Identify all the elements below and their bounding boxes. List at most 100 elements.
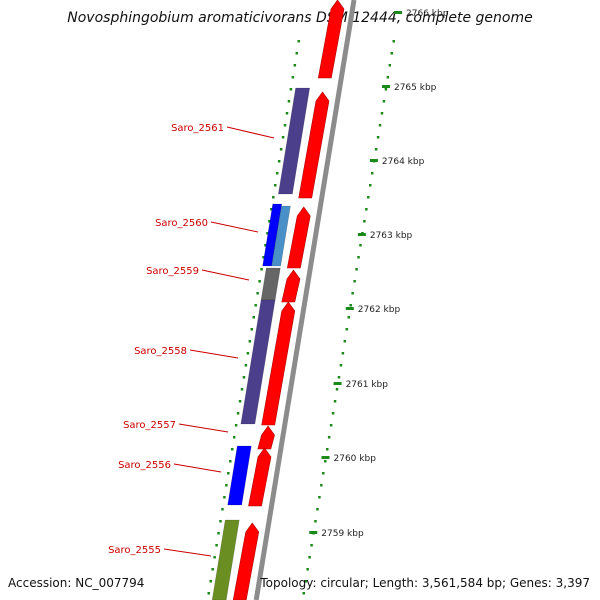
gc-dot-inner [207,592,211,595]
gc-dot-outer [367,196,370,199]
forward-gene-arrow [261,301,296,426]
gc-dot-outer [316,508,319,511]
gc-dot-outer [343,340,347,343]
gc-dot-inner [254,304,257,307]
gc-dot-inner [232,436,236,439]
gene-label: Saro_2557 [123,420,176,431]
gc-dot-outer [355,268,358,271]
gc-dot-inner [295,52,299,55]
gc-dot-outer [322,472,325,475]
scale-label: 2766 kbp [406,9,449,19]
gc-dot-outer [392,40,395,43]
gene-leader-line [163,548,212,557]
gene-leader-line [210,221,259,233]
gc-dot-inner [209,580,212,583]
gc-dot-outer [335,388,339,391]
gc-dot-outer [382,100,386,103]
reverse-gene-block [211,519,240,600]
gc-dot-outer [378,124,382,127]
gc-dot-outer [329,424,333,427]
gc-dot-inner [221,508,224,511]
gc-dot-outer [337,376,341,379]
gc-dot-outer [380,112,384,115]
gc-dot-inner [240,388,244,391]
scale-label: 2760 kbp [334,454,377,464]
scale-tick [333,382,342,385]
gc-dot-inner [262,256,265,259]
gc-dot-outer [325,448,329,451]
scale-label: 2763 kbp [370,231,413,241]
gc-dot-outer [345,328,349,331]
gc-dot-inner [244,364,248,367]
reverse-gene-block [260,267,281,301]
gc-dot-outer [351,292,354,295]
gc-dot-outer [331,412,335,415]
gc-dot-outer [359,244,362,247]
reverse-gene-block [227,445,252,506]
gc-dot-outer [333,400,337,403]
forward-gene-arrow [248,447,272,507]
gc-dot-inner [289,88,293,91]
gc-dot-outer [353,280,356,283]
gc-dot-outer [384,88,388,91]
gc-dot-inner [246,352,250,355]
gc-dot-outer [374,148,378,151]
gc-dot-inner [223,496,226,499]
reverse-gene-block [271,205,291,267]
forward-gene-arrow [317,0,345,79]
gc-dot-inner [281,136,285,139]
gc-dot-inner [272,196,275,199]
gene-leader-line [173,463,222,473]
gene-leader-line [189,349,239,359]
gc-dot-outer [370,172,374,175]
gc-dot-outer [327,436,331,439]
genome-summary-text: Topology: circular; Length: 3,561,584 bp… [260,576,590,590]
scale-tick [309,531,318,534]
gc-dot-inner [291,76,295,79]
scale-tick [321,456,330,459]
gc-dot-outer [341,352,345,355]
gc-dot-outer [304,580,307,583]
gc-dot-inner [264,244,267,247]
gc-dot-outer [363,220,366,223]
gc-dot-inner [248,340,252,343]
gc-dot-outer [302,592,306,595]
scale-label: 2761 kbp [346,380,389,390]
forward-gene-arrow [232,522,260,600]
gene-label: Saro_2555 [108,545,161,556]
gc-dot-outer [310,544,313,547]
gc-dot-outer [314,520,317,523]
gc-dot-inner [234,424,238,427]
gc-dot-inner [238,400,242,403]
gc-dot-outer [390,52,394,55]
gc-dot-inner [266,232,269,235]
gc-dot-inner [279,148,283,151]
gc-dot-outer [347,316,350,319]
gc-dot-inner [268,220,271,223]
reverse-gene-block [240,299,276,425]
gc-dot-inner [270,208,273,211]
gc-dot-outer [308,556,311,559]
gc-dot-inner [285,112,289,115]
scale-label: 2759 kbp [321,529,364,539]
gc-dot-inner [229,460,232,463]
gene-leader-line [201,269,250,281]
gc-dot-outer [388,64,392,67]
map-title: Novosphingobium aromaticivorans DSM 1244… [67,10,533,26]
gc-dot-outer [320,484,323,487]
gc-dot-inner [219,520,222,523]
gene-leader-line [226,126,275,139]
gene-label: Saro_2558 [134,346,187,357]
gc-dot-outer [306,568,309,571]
forward-gene-arrow [257,425,275,450]
gc-dot-inner [260,268,263,271]
gc-dot-inner [217,532,220,535]
gc-dot-outer [339,364,343,367]
gc-dot-inner [250,328,254,331]
accession-text: Accession: NC_007794 [8,576,145,590]
forward-gene-arrow [281,269,301,303]
gc-dot-inner [293,64,297,67]
gc-dot-outer [369,184,372,187]
gc-dot-inner [275,172,279,175]
